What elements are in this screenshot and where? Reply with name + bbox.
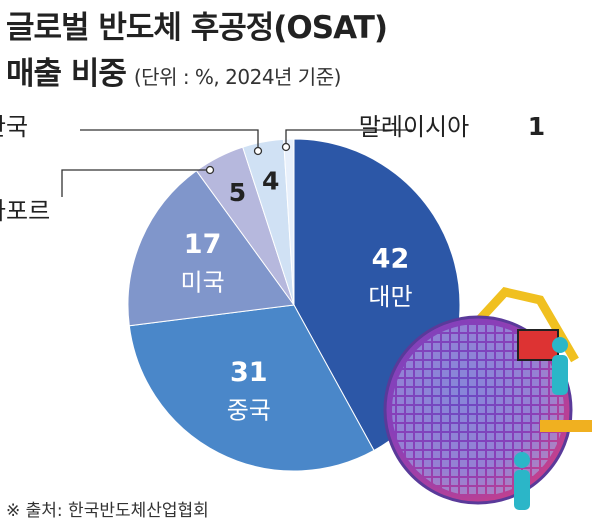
value-label: 1 <box>528 112 545 141</box>
leader-line <box>285 129 412 146</box>
leader-dot <box>281 142 291 152</box>
chart-title-line: 매출 비중 (단위 : %, 2024년 기준) <box>6 48 341 93</box>
pie-slice <box>127 170 295 327</box>
category-label: 한국 <box>0 113 28 141</box>
worker <box>552 337 568 353</box>
value-label: 4 <box>262 167 279 196</box>
wafer-illustration <box>383 287 592 510</box>
chart-title: 매출 비중 <box>6 56 127 92</box>
value-label: 31 <box>230 357 268 388</box>
platform <box>540 420 592 432</box>
category-label: 미국 <box>181 268 225 296</box>
value-label: 42 <box>372 244 410 275</box>
chart-title: 글로벌 반도체 후공정(OSAT) <box>6 10 388 46</box>
leader-lines <box>61 129 412 197</box>
pie-slice <box>128 304 375 472</box>
leader-dot <box>253 146 263 156</box>
source-note: ※ 출처: 한국반도체산업협회 <box>6 501 209 521</box>
leader-line <box>61 169 208 197</box>
worker <box>514 470 530 510</box>
leader-dot <box>205 165 215 175</box>
leader-line <box>80 129 259 150</box>
chip <box>517 329 559 361</box>
worker <box>514 452 530 468</box>
value-label: 5 <box>229 178 246 207</box>
category-label: 대만 <box>368 283 412 311</box>
worker <box>552 355 568 395</box>
pie-slice <box>283 138 295 306</box>
chart-subtitle: (단위 : %, 2024년 기준) <box>133 65 342 89</box>
category-label: 싱가포르 <box>0 197 50 225</box>
category-label: 말레이시아 <box>359 113 469 141</box>
category-label: 중국 <box>227 397 271 425</box>
value-label: 17 <box>184 229 222 260</box>
